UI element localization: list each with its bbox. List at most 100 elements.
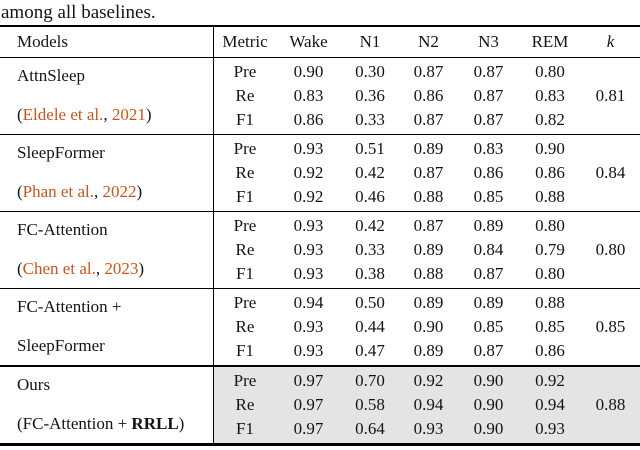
value-n3: 0.87 [473,86,504,105]
citation-year-link[interactable]: 2021 [111,105,146,124]
value-n2: 0.88 [413,187,444,206]
value-wake: 0.93 [293,139,324,158]
value-rem: 0.90 [535,139,565,158]
model-name-line2: (FC-Attention + RRLL) [17,414,213,434]
model-block-attnsleep: AttnSleep (Eldele et al., 2021) 0.81 Pre… [0,58,640,135]
value-n2: 0.89 [413,293,444,312]
value-n3: 0.90 [473,371,504,390]
header-n3-label: N3 [478,32,499,51]
table-header-row: Models Metric Wake N1 N2 N3 REM k [0,27,640,58]
value-wake: 0.93 [293,317,324,336]
value-n3: 0.85 [473,187,504,206]
value-wake: 0.93 [293,216,324,235]
metric-label: Re [235,163,255,182]
value-n1: 0.44 [355,317,385,336]
metric-label: F1 [236,264,254,283]
value-rem: 0.93 [535,419,565,438]
metric-label: F1 [236,187,254,206]
header-wake-label: Wake [289,32,328,51]
value-n1: 0.51 [355,139,385,158]
value-wake: 0.86 [293,110,324,129]
model-cell: FC-Attention (Chen et al., 2023) [0,212,214,288]
metric-label: F1 [236,341,254,360]
header-metric-label: Metric [222,32,268,51]
metric-label: Pre [233,216,257,235]
metric-label: F1 [236,110,254,129]
value-n1: 0.33 [355,110,385,129]
header-models-label: Models [0,27,214,57]
citation-comma: , [95,259,105,278]
model-cell: FC-Attention + SleepFormer [0,289,214,365]
value-n1: 0.50 [355,293,385,312]
metric-label: Re [235,240,255,259]
metrics-grid: 0.84 Pre 0.93 0.51 0.89 0.83 0.90 Re 0.9… [214,135,640,211]
model-name: AttnSleep [17,66,85,85]
citation-author-link[interactable]: Chen et al. [22,259,96,278]
value-n1: 0.46 [355,187,385,206]
model-cell: Ours (FC-Attention + RRLL) [0,367,214,443]
value-n1: 0.64 [355,419,385,438]
value-rem: 0.86 [535,341,565,360]
value-n3: 0.87 [473,341,504,360]
value-n3: 0.87 [473,62,504,81]
value-rem: 0.79 [535,240,565,259]
value-rem: 0.80 [535,216,565,235]
kappa-value: 0.88 [595,395,626,414]
results-table: Models Metric Wake N1 N2 N3 REM k AttnSl… [0,25,640,446]
value-wake: 0.93 [293,240,324,259]
metric-label: Pre [233,293,257,312]
value-n3: 0.89 [473,216,504,235]
value-n2: 0.94 [413,395,444,414]
value-n2: 0.90 [413,317,444,336]
value-n2: 0.89 [413,341,444,360]
value-n3: 0.89 [473,293,504,312]
paren-close: ) [138,259,145,278]
header-columns: Metric Wake N1 N2 N3 REM k [214,27,640,57]
value-wake: 0.93 [293,341,324,360]
value-n1: 0.30 [355,62,385,81]
value-wake: 0.92 [293,187,324,206]
value-n3: 0.84 [473,240,504,259]
model-citation: (Phan et al., 2022) [17,182,213,202]
kappa-value: 0.80 [595,240,626,259]
value-rem: 0.80 [535,264,565,283]
metrics-grid: 0.88 Pre 0.97 0.70 0.92 0.90 0.92 Re 0.9… [214,367,640,443]
value-n2: 0.87 [413,110,444,129]
model-citation: (Chen et al., 2023) [17,259,213,279]
header-kappa-label: k [606,32,615,51]
value-n2: 0.92 [413,371,444,390]
citation-author-link[interactable]: Eldele et al. [22,105,104,124]
model-name: FC-Attention [17,220,108,239]
metrics-grid: 0.81 Pre 0.90 0.30 0.87 0.87 0.80 Re 0.8… [214,58,640,134]
paren-close: ) [136,182,143,201]
value-n1: 0.58 [355,395,385,414]
citation-year-link[interactable]: 2022 [102,182,137,201]
kappa-value: 0.84 [595,163,626,182]
value-rem: 0.83 [535,86,565,105]
paren-close: ) [178,414,185,433]
value-rem: 0.94 [535,395,565,414]
value-n1: 0.36 [355,86,385,105]
metric-label: Re [235,317,255,336]
value-wake: 0.90 [293,62,324,81]
value-n3: 0.86 [473,163,504,182]
value-wake: 0.97 [293,419,324,438]
paren-open: (FC-Attention + [17,414,132,433]
value-n3: 0.83 [473,139,504,158]
header-n2-label: N2 [418,32,439,51]
value-rem: 0.88 [535,293,565,312]
value-wake: 0.97 [293,371,324,390]
metrics-grid: 0.85 Pre 0.94 0.50 0.89 0.89 0.88 Re 0.9… [214,289,640,365]
metric-label: Pre [233,371,257,390]
rrll-label: RRLL [131,414,179,433]
model-name-line2: SleepFormer [17,336,105,355]
paren-open: ( [17,182,23,201]
citation-author-link[interactable]: Phan et al. [22,182,94,201]
metric-label: Pre [233,139,257,158]
citation-year-link[interactable]: 2023 [104,259,139,278]
value-n1: 0.33 [355,240,385,259]
metric-label: Re [235,86,255,105]
value-wake: 0.97 [293,395,324,414]
metric-label: F1 [236,419,254,438]
value-n3: 0.90 [473,419,504,438]
